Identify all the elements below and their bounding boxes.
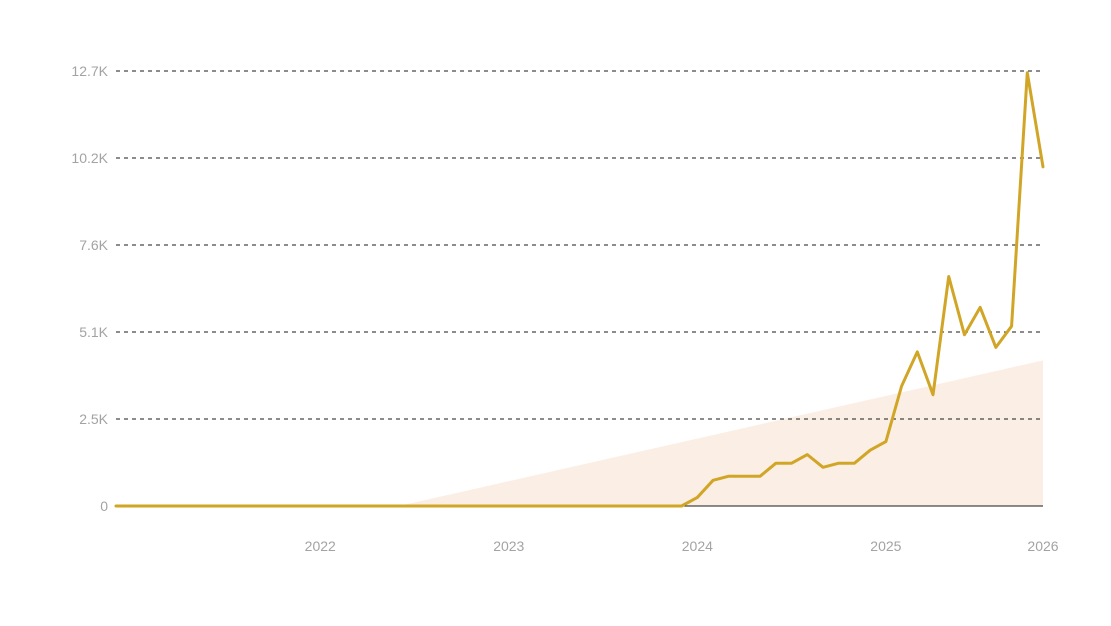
grid-layer [116, 70, 1043, 420]
x-axis-ticks: 2022 2023 2024 2025 2026 [305, 538, 1059, 554]
y-tick-label: 0 [100, 498, 108, 514]
y-tick-label: 7.6K [79, 237, 108, 253]
y-tick-label: 10.2K [71, 150, 108, 166]
area-layer [398, 360, 1043, 506]
y-tick-label: 5.1K [79, 324, 108, 340]
x-tick-label: 2023 [493, 538, 524, 554]
y-tick-label: 2.5K [79, 411, 108, 427]
series-line [114, 71, 1045, 508]
x-tick-label: 2024 [682, 538, 713, 554]
trend-area [398, 360, 1043, 506]
y-tick-label: 12.7K [71, 63, 108, 79]
line-layer [114, 71, 1045, 508]
x-tick-label: 2025 [870, 538, 901, 554]
y-axis-ticks: 0 2.5K 5.1K 7.6K 10.2K 12.7K [71, 63, 108, 514]
x-tick-label: 2022 [305, 538, 336, 554]
x-tick-label: 2026 [1027, 538, 1058, 554]
